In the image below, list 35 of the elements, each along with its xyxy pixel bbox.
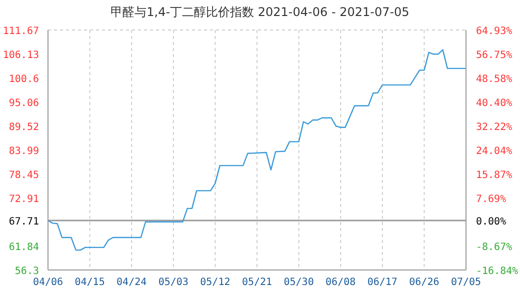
- y2-tick-label: 15.87%: [476, 170, 512, 181]
- y-tick-label: 56.3: [14, 266, 39, 277]
- y-tick-label: 83.99: [8, 146, 39, 157]
- y2-tick-label: 56.75%: [476, 50, 512, 62]
- x-tick-label: 05/21: [242, 277, 272, 288]
- x-tick-label: 05/12: [200, 277, 230, 288]
- y-tick-label: 89.52: [8, 122, 39, 134]
- x-tick-label: 06/08: [326, 277, 356, 288]
- x-tick-label: 04/06: [32, 277, 64, 288]
- y2-tick-label: 40.40%: [476, 98, 512, 109]
- y2-tick-label: 7.69%: [476, 194, 506, 206]
- y2-tick-label: -8.67%: [476, 242, 512, 254]
- y-tick-label: 67.71: [8, 216, 39, 228]
- y-tick-label: 78.45: [8, 170, 39, 181]
- chart-title: 甲醛与1,4-丁二醇比价指数 2021-04-06 - 2021-07-05: [110, 4, 410, 21]
- x-tick-label: 05/30: [284, 277, 314, 288]
- y-tick-label: 61.84: [8, 242, 39, 253]
- y2-tick-label: 48.58%: [476, 74, 512, 85]
- y2-tick-label: -16.84%: [476, 266, 518, 277]
- x-tick-label: 04/24: [116, 277, 147, 288]
- x-tick-label: 06/26: [409, 277, 440, 288]
- line-series: [48, 49, 466, 251]
- x-tick-label: 04/15: [74, 277, 105, 288]
- y2-tick-label: 24.04%: [476, 146, 512, 158]
- x-tick-label: 06/17: [367, 277, 398, 288]
- y2-tick-label: 64.93%: [476, 26, 512, 37]
- x-tick-label: 07/05: [450, 277, 482, 288]
- x-tick-label: 05/03: [158, 277, 188, 288]
- y-tick-label: 100.6: [8, 74, 39, 85]
- y2-tick-label: 32.22%: [476, 122, 512, 134]
- y-tick-label: 72.91: [8, 194, 39, 206]
- y-tick-label: 106.13: [2, 50, 39, 62]
- y2-tick-label: 0.00%: [476, 216, 506, 228]
- y-tick-label: 111.67: [2, 26, 39, 37]
- y-tick-label: 95.06: [8, 98, 39, 109]
